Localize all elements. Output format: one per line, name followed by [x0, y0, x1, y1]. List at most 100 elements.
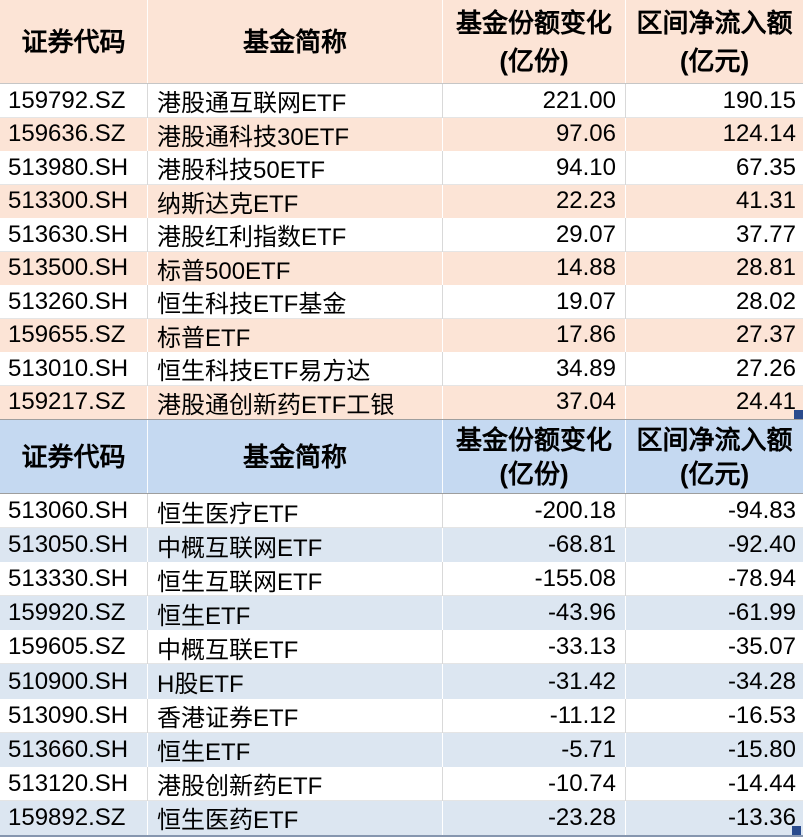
cell-net-inflow[interactable]: -61.99 [727, 599, 796, 627]
cell-share-change[interactable]: -11.12 [443, 698, 626, 733]
cell-security-code[interactable]: 159217.SZ [0, 385, 148, 419]
cell-security-code[interactable]: 513060.SH [0, 494, 148, 529]
cell-share-change[interactable]: 22.23 [443, 184, 626, 218]
cell-share-change[interactable]: 37.04 [443, 385, 626, 419]
cell-share-change[interactable]: -33.13 [443, 630, 626, 665]
cell-net-inflow[interactable]: -92.40 [727, 531, 796, 559]
cell-net-inflow[interactable]: 190.15 [722, 86, 796, 114]
table-row[interactable]: 513500.SH 标普500ETF 14.88 28.81 [0, 251, 803, 285]
table-row[interactable]: 513300.SH 纳斯达克ETF 22.23 41.31 [0, 184, 803, 218]
header-cell-net-inflow[interactable]: 区间净流入额 (亿元) [626, 420, 803, 493]
cell-net-inflow[interactable]: 124.14 [722, 120, 796, 148]
cell-net-inflow[interactable]: 28.02 [735, 287, 796, 315]
cell-security-code[interactable]: 513090.SH [0, 698, 148, 733]
cell-share-change[interactable]: 14.88 [443, 251, 626, 285]
cell-fund-name[interactable]: 恒生ETF [148, 732, 443, 767]
cell-security-code[interactable]: 159792.SZ [0, 84, 148, 118]
cell-share-change[interactable]: -200.18 [443, 494, 626, 529]
cell-share-change[interactable]: -43.96 [443, 596, 626, 631]
cell-net-inflow[interactable]: -13.36 [727, 803, 796, 831]
selection-handle-icon[interactable] [794, 410, 803, 419]
cell-fund-name[interactable]: 港股创新药ETF [148, 766, 443, 801]
cell-net-inflow[interactable]: -35.07 [727, 633, 796, 661]
cell-fund-name[interactable]: 中概互联ETF [148, 630, 443, 665]
cell-net-inflow[interactable]: 24.41 [735, 388, 796, 416]
cell-security-code[interactable]: 159892.SZ [0, 800, 148, 835]
cell-fund-name[interactable]: H股ETF [148, 664, 443, 699]
cell-share-change[interactable]: 221.00 [443, 84, 626, 118]
cell-net-inflow[interactable]: 37.77 [735, 220, 796, 248]
cell-security-code[interactable]: 513120.SH [0, 766, 148, 801]
cell-fund-name[interactable]: 纳斯达克ETF [148, 184, 443, 218]
table-row[interactable]: 513060.SH 恒生医疗ETF -200.18 -94.83 [0, 494, 803, 529]
table-row[interactable]: 513010.SH 恒生科技ETF易方达 34.89 27.26 [0, 352, 803, 386]
cell-fund-name[interactable]: 恒生医疗ETF [148, 494, 443, 529]
table-row[interactable]: 513330.SH 恒生互联网ETF -155.08 -78.94 [0, 562, 803, 597]
cell-security-code[interactable]: 513330.SH [0, 562, 148, 597]
header-cell-fund-name[interactable]: 基金简称 [148, 0, 443, 83]
cell-share-change[interactable]: -10.74 [443, 766, 626, 801]
cell-fund-name[interactable]: 中概互联网ETF [148, 528, 443, 563]
cell-fund-name[interactable]: 恒生科技ETF易方达 [148, 352, 443, 386]
cell-share-change[interactable]: -5.71 [443, 732, 626, 767]
cell-net-inflow[interactable]: -78.94 [727, 565, 796, 593]
cell-share-change[interactable]: 94.10 [443, 151, 626, 185]
header-cell-fund-name[interactable]: 基金简称 [148, 420, 443, 493]
cell-net-inflow[interactable]: 27.26 [735, 354, 796, 382]
cell-fund-name[interactable]: 恒生ETF [148, 596, 443, 631]
cell-net-inflow[interactable]: 41.31 [735, 187, 796, 215]
cell-net-inflow[interactable]: -16.53 [727, 701, 796, 729]
cell-fund-name[interactable]: 恒生互联网ETF [148, 562, 443, 597]
table-row[interactable]: 510900.SH H股ETF -31.42 -34.28 [0, 664, 803, 699]
header-cell-net-inflow[interactable]: 区间净流入额 (亿元) [626, 0, 803, 83]
header-cell-security-code[interactable]: 证券代码 [0, 420, 148, 493]
cell-security-code[interactable]: 513050.SH [0, 528, 148, 563]
cell-share-change[interactable]: -23.28 [443, 800, 626, 835]
cell-share-change[interactable]: 29.07 [443, 218, 626, 252]
table-row[interactable]: 159605.SZ 中概互联ETF -33.13 -35.07 [0, 630, 803, 665]
cell-fund-name[interactable]: 港股科技50ETF [148, 151, 443, 185]
cell-fund-name[interactable]: 港股红利指数ETF [148, 218, 443, 252]
cell-security-code[interactable]: 159920.SZ [0, 596, 148, 631]
cell-fund-name[interactable]: 恒生科技ETF基金 [148, 285, 443, 319]
cell-fund-name[interactable]: 标普500ETF [148, 251, 443, 285]
table-row[interactable]: 159792.SZ 港股通互联网ETF 221.00 190.15 [0, 84, 803, 118]
table-row[interactable]: 159892.SZ 恒生医药ETF -23.28 -13.36 [0, 800, 803, 835]
cell-net-inflow[interactable]: -94.83 [727, 497, 796, 525]
selection-handle-icon[interactable] [792, 826, 801, 835]
table-row[interactable]: 159636.SZ 港股通科技30ETF 97.06 124.14 [0, 117, 803, 151]
cell-fund-name[interactable]: 港股通科技30ETF [148, 117, 443, 151]
cell-security-code[interactable]: 513010.SH [0, 352, 148, 386]
cell-share-change[interactable]: 17.86 [443, 318, 626, 352]
table-row[interactable]: 159655.SZ 标普ETF 17.86 27.37 [0, 318, 803, 352]
cell-share-change[interactable]: 34.89 [443, 352, 626, 386]
cell-security-code[interactable]: 510900.SH [0, 664, 148, 699]
cell-fund-name[interactable]: 香港证券ETF [148, 698, 443, 733]
table-row[interactable]: 513050.SH 中概互联网ETF -68.81 -92.40 [0, 528, 803, 563]
header-cell-share-change[interactable]: 基金份额变化 (亿份) [443, 420, 626, 493]
cell-share-change[interactable]: 97.06 [443, 117, 626, 151]
table-row[interactable]: 513980.SH 港股科技50ETF 94.10 67.35 [0, 151, 803, 185]
cell-net-inflow[interactable]: 28.81 [735, 254, 796, 282]
cell-share-change[interactable]: -155.08 [443, 562, 626, 597]
cell-security-code[interactable]: 513260.SH [0, 285, 148, 319]
table-row[interactable]: 159920.SZ 恒生ETF -43.96 -61.99 [0, 596, 803, 631]
cell-share-change[interactable]: -31.42 [443, 664, 626, 699]
cell-security-code[interactable]: 513980.SH [0, 151, 148, 185]
cell-net-inflow[interactable]: -15.80 [727, 735, 796, 763]
cell-share-change[interactable]: -68.81 [443, 528, 626, 563]
table-row[interactable]: 513630.SH 港股红利指数ETF 29.07 37.77 [0, 218, 803, 252]
cell-net-inflow[interactable]: -34.28 [727, 667, 796, 695]
cell-security-code[interactable]: 513630.SH [0, 218, 148, 252]
cell-fund-name[interactable]: 恒生医药ETF [148, 800, 443, 835]
table-row[interactable]: 513090.SH 香港证券ETF -11.12 -16.53 [0, 698, 803, 733]
cell-security-code[interactable]: 159655.SZ [0, 318, 148, 352]
cell-net-inflow[interactable]: -14.44 [727, 769, 796, 797]
header-cell-share-change[interactable]: 基金份额变化 (亿份) [443, 0, 626, 83]
table-row[interactable]: 513660.SH 恒生ETF -5.71 -15.80 [0, 732, 803, 767]
cell-security-code[interactable]: 513660.SH [0, 732, 148, 767]
table-row[interactable]: 513120.SH 港股创新药ETF -10.74 -14.44 [0, 766, 803, 801]
header-cell-security-code[interactable]: 证券代码 [0, 0, 148, 83]
cell-net-inflow[interactable]: 67.35 [735, 153, 796, 181]
table-row[interactable]: 159217.SZ 港股通创新药ETF工银 37.04 24.41 [0, 385, 803, 419]
